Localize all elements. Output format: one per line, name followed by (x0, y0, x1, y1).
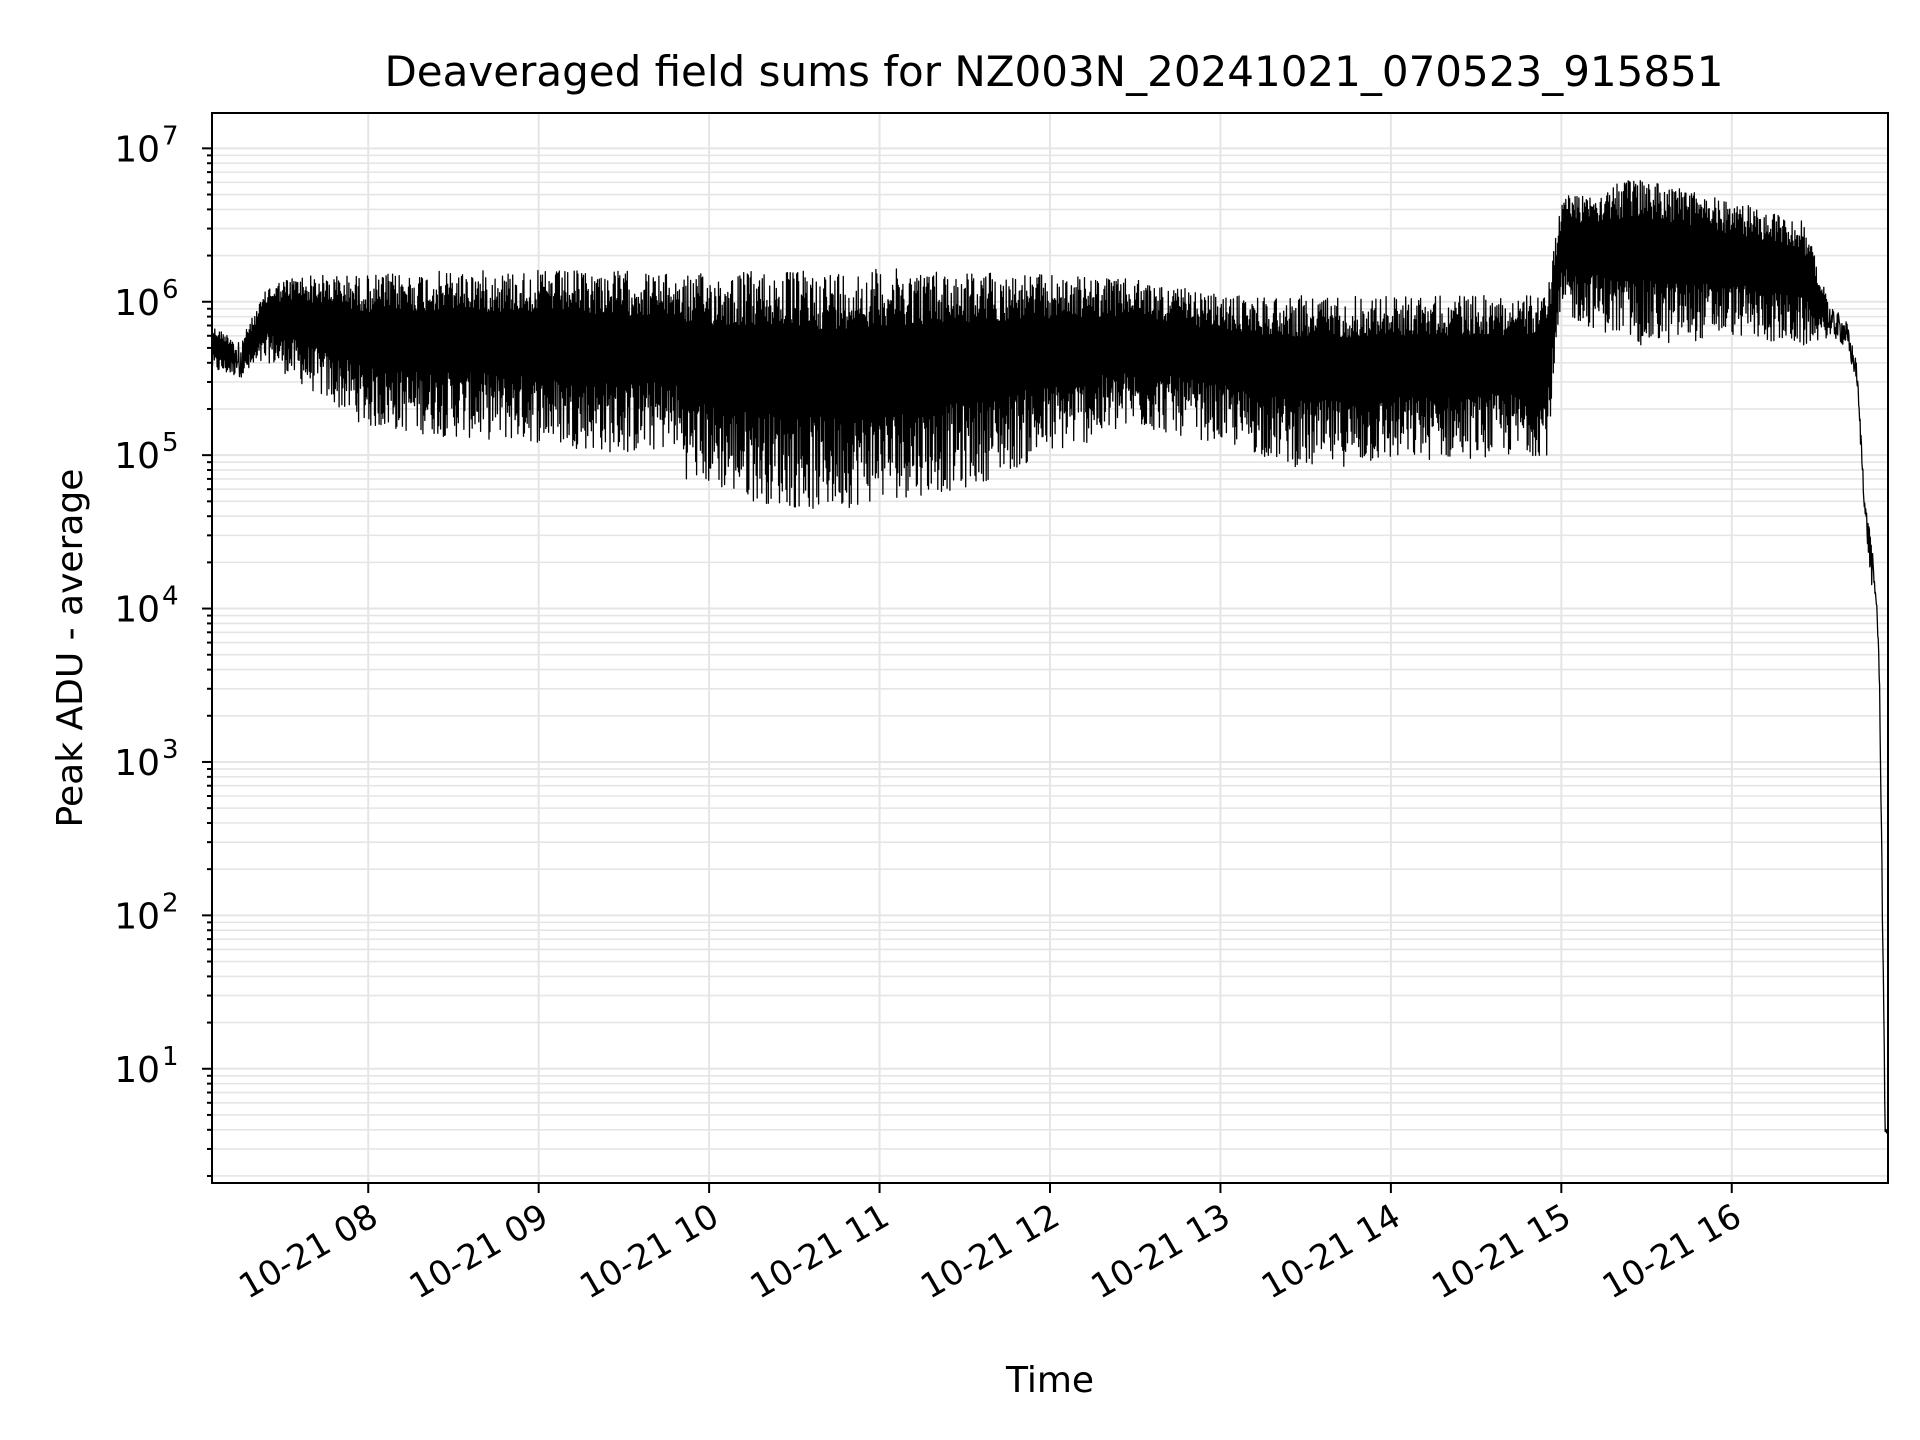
data-series-line (211, 180, 1889, 1134)
y-tick-base: 10 (114, 129, 160, 170)
y-tick-label: 10 (114, 283, 160, 324)
y-tick-label: 10 (114, 590, 160, 631)
y-tick-base: 10 (114, 283, 160, 324)
y-tick-base: 10 (114, 436, 160, 477)
chart-title: Deaveraged field sums for NZ003N_2024102… (384, 47, 1723, 96)
data-series-polyline (211, 180, 1889, 1134)
y-tick-exponent: 4 (162, 582, 179, 612)
grid (212, 113, 1888, 1183)
y-tick-base: 10 (114, 590, 160, 631)
y-tick-exponent: 1 (162, 1042, 179, 1072)
y-tick-label: 10 (114, 129, 160, 170)
y-tick-label: 10 (114, 436, 160, 477)
y-axis-label: Peak ADU - average (50, 469, 91, 828)
y-tick-base: 10 (114, 743, 160, 784)
y-tick-exponent: 7 (162, 121, 179, 151)
x-axis-label: Time (1005, 1360, 1094, 1401)
y-tick-exponent: 3 (162, 735, 179, 765)
y-tick-exponent: 5 (162, 428, 179, 458)
y-tick-label: 10 (114, 896, 160, 937)
y-tick-exponent: 6 (162, 275, 179, 305)
y-tick-base: 10 (114, 896, 160, 937)
y-tick-label: 10 (114, 1050, 160, 1091)
y-tick-label: 10 (114, 743, 160, 784)
y-tick-base: 10 (114, 1050, 160, 1091)
y-tick-exponent: 2 (162, 888, 179, 918)
